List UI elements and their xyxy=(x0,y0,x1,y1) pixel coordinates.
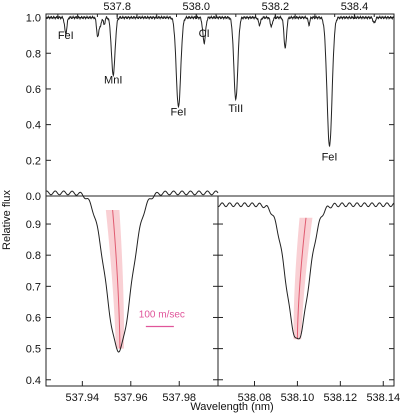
spectrum-line xyxy=(45,15,395,148)
left-frame xyxy=(45,195,219,387)
top-panel: 537.8 538.0 538.2 538.4 0.0 0.2 0.4 0.6 0.8 1.0 Fe… xyxy=(26,1,395,203)
top-frame xyxy=(45,13,395,197)
x-axis-label: Wavelength (nm) xyxy=(190,401,273,413)
y-axis-label: Relative flux xyxy=(1,190,13,250)
right-x-tick-label: 538.14 xyxy=(366,392,400,404)
top-y-tick-label: 0.6 xyxy=(26,84,41,96)
right-x-tick-label: 538.10 xyxy=(281,392,315,404)
line-annotation: FeI xyxy=(171,107,187,119)
line-annotation: MnI xyxy=(104,75,122,87)
left-y-tick-label: 0.7 xyxy=(26,281,41,293)
scale-label: 100 m/sec xyxy=(139,309,185,320)
line-annotation: TiII xyxy=(228,103,243,115)
left-y-tick-label: 0.4 xyxy=(26,375,41,387)
top-x-tick-label: 537.8 xyxy=(103,1,131,13)
left-x-tick-label: 537.98 xyxy=(162,392,196,404)
right-bisector-line xyxy=(296,217,307,340)
top-y-tick-label: 0.4 xyxy=(26,120,41,132)
left-y-tick-label: 0.9 xyxy=(26,219,41,231)
right-x-tick-label: 538.12 xyxy=(324,392,358,404)
left-x-tick-label: 537.96 xyxy=(114,392,148,404)
top-x-tick-label: 538.0 xyxy=(183,1,211,13)
line-annotation: FeI xyxy=(322,151,338,163)
top-x-tick-label: 538.2 xyxy=(262,1,290,13)
right-profile-line xyxy=(217,202,395,340)
top-y-tick-label: 0.8 xyxy=(26,48,41,60)
left-y-tick-label: 0.6 xyxy=(26,312,41,324)
left-bisector-band xyxy=(105,210,125,349)
left-x-tick-label: 537.94 xyxy=(66,392,100,404)
top-y-tick-label: 0.2 xyxy=(26,155,41,167)
left-bisector-line xyxy=(112,209,121,349)
top-y-tick-label: 1.0 xyxy=(26,13,41,25)
line-annotation: CI xyxy=(199,28,210,40)
left-y-tick-label: 0.5 xyxy=(26,344,41,356)
left-y-tick-label: 0.8 xyxy=(26,250,41,262)
right-frame xyxy=(217,195,395,387)
line-annotation: FeI xyxy=(58,30,74,42)
bottom-left-panel: 537.94 537.96 537.98 0.4 0.5 0.6 0.7 0.8 0.9 100 … xyxy=(26,190,219,404)
right-x-tick-label: 538.08 xyxy=(238,392,272,404)
bottom-right-panel: 538.08 538.10 538.12 538.14 xyxy=(217,195,400,404)
left-profile-line xyxy=(45,190,219,353)
top-x-tick-label: 538.4 xyxy=(341,1,369,13)
top-y-tick-label: 0.0 xyxy=(26,191,41,203)
